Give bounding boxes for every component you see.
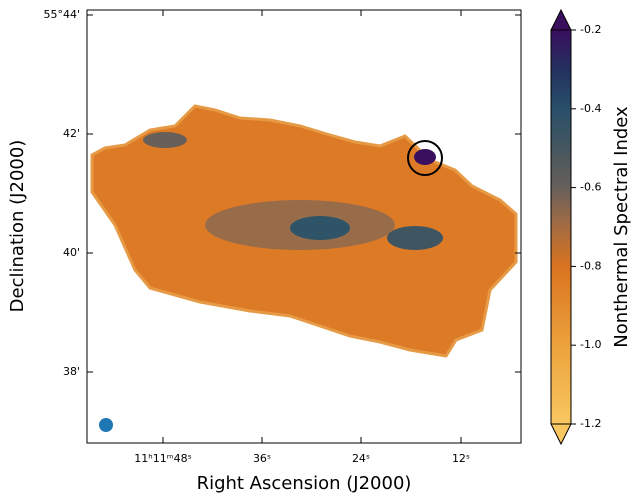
x-tick-label: 12ˢ [452, 452, 470, 465]
region-shade [143, 132, 187, 148]
x-tick-label: 24ˢ [352, 452, 370, 465]
region-shade [387, 226, 443, 250]
figure: Right Ascension (J2000) Declination (J20… [0, 0, 632, 494]
y-tick-label: 42' [63, 127, 80, 140]
region-shade [290, 216, 350, 240]
colorbar-tick-label: -1.2 [580, 417, 601, 430]
y-tick-label: 55°44' [43, 8, 80, 21]
x-tick-label: 11ʰ11ᵐ48ˢ [134, 452, 191, 465]
colorbar-tick-label: -0.4 [580, 102, 601, 115]
colorbar-tick-label: -0.2 [580, 23, 601, 36]
beam [99, 418, 113, 432]
colorbar-tick-label: -1.0 [580, 338, 601, 351]
region-shade [414, 149, 436, 165]
x-tick-label: 36ˢ [253, 452, 271, 465]
y-axis-label: Declination (J2000) [7, 140, 28, 313]
colorbar-tick-label: -0.8 [580, 259, 601, 272]
y-tick-label: 38' [63, 365, 80, 378]
spectral-map [92, 106, 516, 432]
colorbar-tick-label: -0.6 [580, 181, 601, 194]
colorbar-label: Nonthermal Spectral Index [611, 106, 632, 348]
colorbar-extend-top [551, 10, 571, 30]
x-axis-label: Right Ascension (J2000) [197, 473, 412, 494]
colorbar-extend-bottom [551, 424, 571, 444]
colorbar [551, 30, 571, 424]
y-tick-label: 40' [63, 246, 80, 259]
